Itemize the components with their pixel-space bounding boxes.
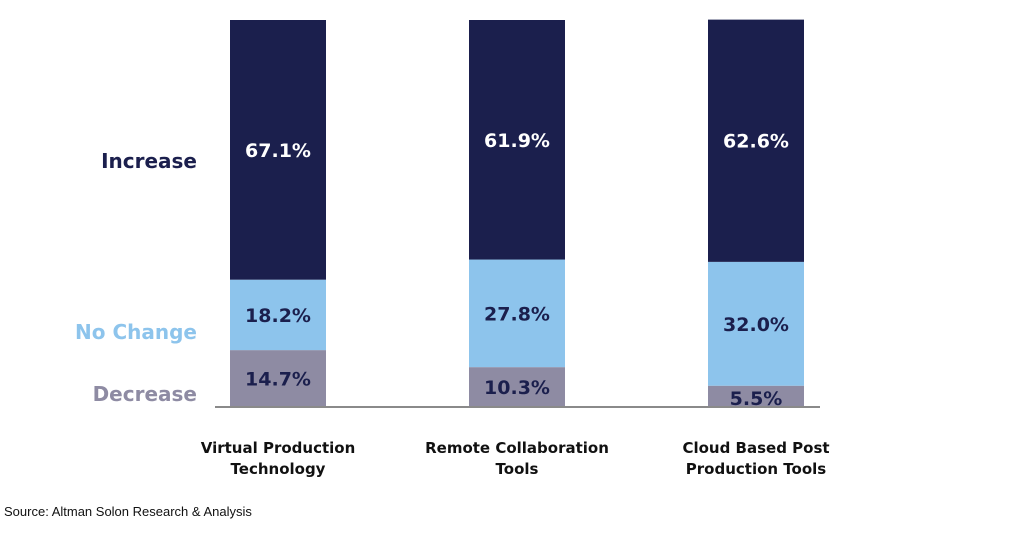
bar-no-change-2 — [469, 259, 565, 368]
data-label-increase-2: 61.9% — [484, 130, 550, 152]
source-note: Source: Altman Solon Research & Analysis — [4, 504, 252, 519]
bar-no-change-1 — [230, 279, 326, 351]
bar-no-change-3 — [708, 261, 804, 386]
bar-decrease-2 — [469, 367, 565, 407]
data-label-decrease-3: 5.5% — [730, 388, 783, 410]
legend-label-no-change: No Change — [75, 320, 197, 344]
data-label-no-change-1: 18.2% — [245, 305, 311, 327]
category-label-2-line-1: Remote Collaboration — [425, 439, 609, 457]
legend-label-decrease: Decrease — [93, 382, 197, 406]
category-label-3-line-1: Cloud Based Post — [682, 439, 829, 457]
category-label-3-line-2: Production Tools — [686, 460, 827, 478]
legend-label-increase: Increase — [101, 149, 197, 173]
category-label-1-line-1: Virtual Production — [201, 439, 356, 457]
bar-decrease-3 — [708, 385, 804, 407]
bar-increase-2 — [469, 20, 565, 260]
bar-increase-3 — [708, 19, 804, 262]
data-label-no-change-2: 27.8% — [484, 303, 550, 325]
data-label-increase-1: 67.1% — [245, 140, 311, 162]
category-label-1-line-2: Technology — [231, 460, 326, 478]
bar-decrease-1 — [230, 350, 326, 407]
data-label-no-change-3: 32.0% — [723, 314, 789, 336]
data-label-decrease-2: 10.3% — [484, 377, 550, 399]
data-label-increase-3: 62.6% — [723, 131, 789, 153]
data-label-decrease-1: 14.7% — [245, 369, 311, 391]
bar-increase-1 — [230, 20, 326, 280]
category-label-2-line-2: Tools — [496, 460, 539, 478]
